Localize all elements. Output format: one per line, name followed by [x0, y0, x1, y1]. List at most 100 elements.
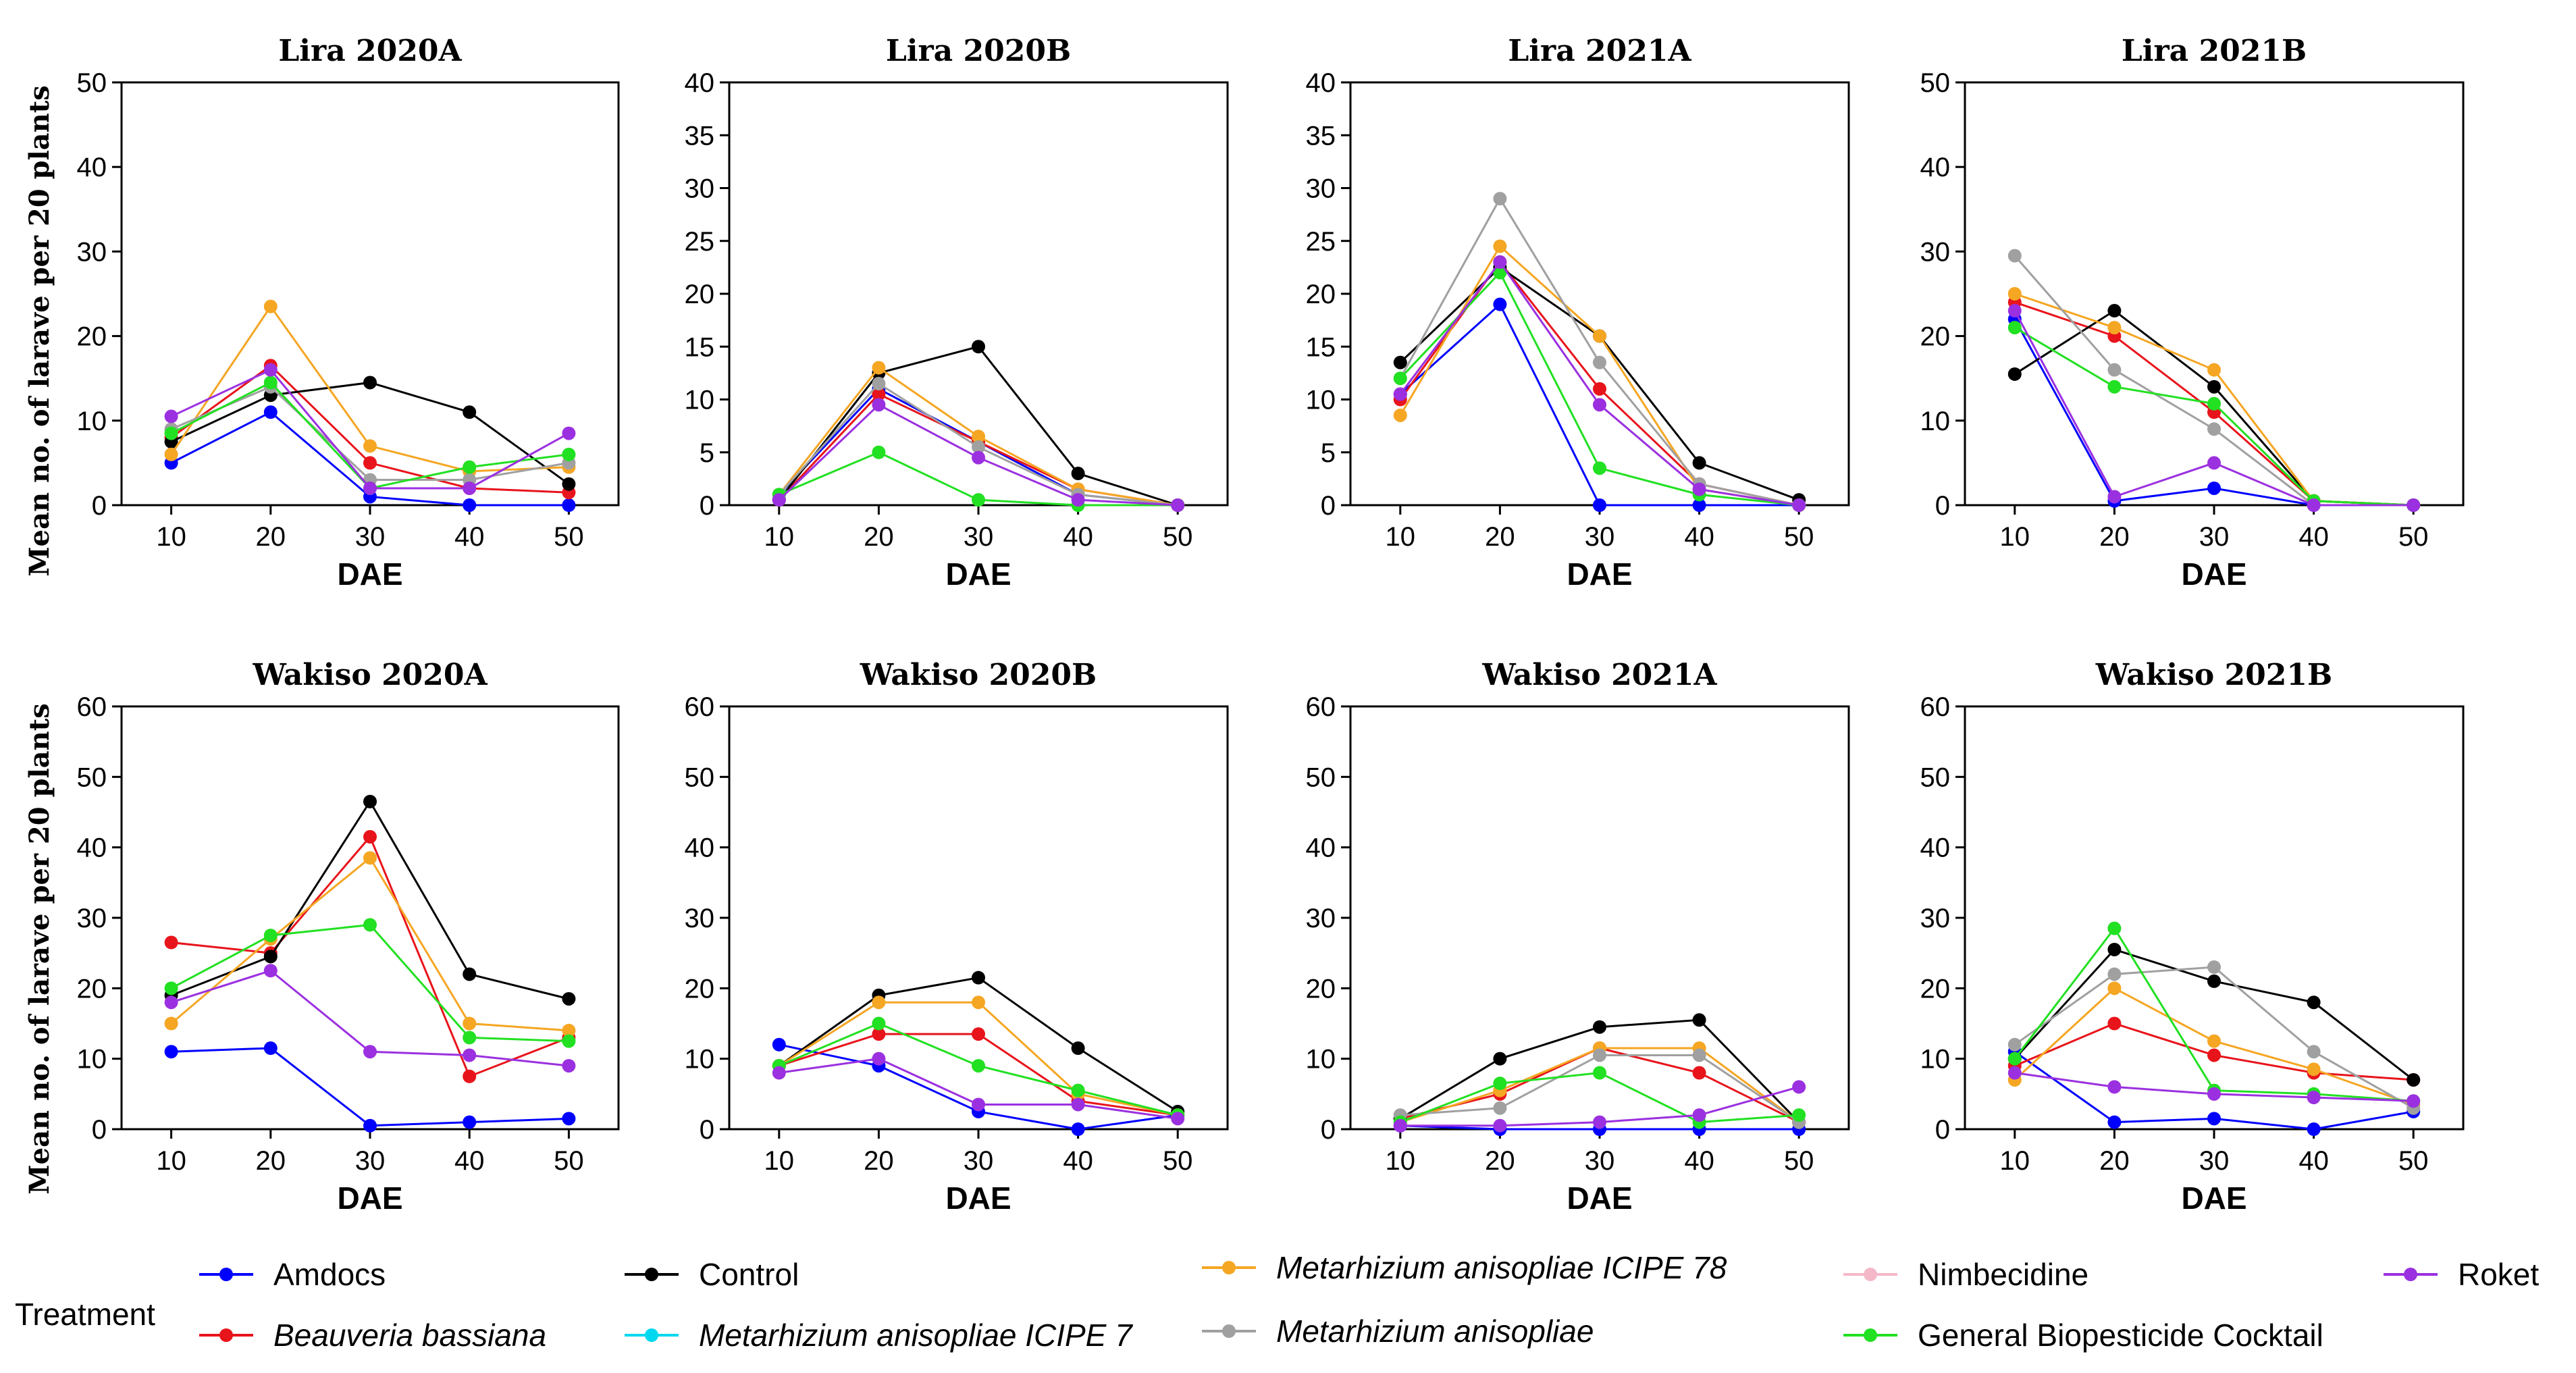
data-point — [263, 375, 278, 390]
x-tick-label: 50 — [2398, 1146, 2429, 1176]
x-tick-label: 40 — [1684, 522, 1714, 552]
data-point — [562, 1034, 576, 1048]
legend-label: Metarhizium anisopliae ICIPE 78 — [1276, 1250, 1727, 1285]
x-tick-label: 30 — [355, 522, 386, 552]
x-tick-label: 50 — [554, 1146, 584, 1176]
data-point — [872, 398, 886, 412]
data-point — [2307, 1062, 2321, 1077]
x-tick-label: 10 — [156, 1146, 186, 1176]
data-point — [772, 1066, 786, 1080]
y-tick-label: 10 — [1306, 386, 1336, 415]
data-point — [2007, 249, 2022, 263]
series-roket — [2007, 304, 2421, 512]
y-tick-label: 30 — [77, 237, 107, 267]
y-tick-label: 25 — [1306, 227, 1336, 257]
data-point — [2207, 422, 2221, 436]
data-point — [1493, 1101, 1507, 1115]
chart-panel-lira-2020b: Lira 2020B 0 5 10 15 20 25 30 35 40 10 20 30 40 50 DAE — [685, 34, 1229, 592]
data-point — [1593, 461, 1606, 475]
x-tick-label: 40 — [454, 1146, 485, 1176]
y-tick-label: 0 — [1321, 491, 1336, 521]
data-point — [1692, 456, 1706, 470]
series-metarhizium-anisopliae — [772, 377, 1185, 512]
data-point — [972, 1027, 985, 1041]
y-tick-label: 20 — [1306, 280, 1336, 309]
data-point — [1071, 1097, 1085, 1112]
x-tick-label: 20 — [1485, 522, 1515, 552]
y-tick-label: 30 — [685, 904, 715, 933]
x-axis-label: DAE — [2181, 556, 2246, 592]
x-axis-label: DAE — [337, 556, 402, 592]
x-tick-label: 10 — [764, 1146, 795, 1176]
series-line — [1399, 197, 1799, 507]
y-axis-label-top: Mean no. of larave per 20 plants — [24, 85, 55, 576]
data-point — [2307, 1091, 2321, 1105]
data-point — [1171, 1112, 1185, 1126]
data-point — [872, 377, 886, 391]
legend-label: Nimbecidine — [1918, 1257, 2088, 1292]
series-line — [778, 345, 1178, 507]
plot-frame — [120, 705, 620, 1131]
data-point — [2207, 396, 2221, 411]
y-tick-label: 20 — [1306, 974, 1336, 1004]
data-point — [2207, 1087, 2221, 1101]
data-point — [2207, 481, 2221, 495]
data-point — [2107, 363, 2122, 377]
x-tick-label: 20 — [864, 522, 894, 552]
y-tick-label: 25 — [685, 227, 715, 257]
legend-item-metarhizium-anisopliae-icipe-78: Metarhizium anisopliae ICIPE 78 — [1202, 1250, 1727, 1285]
data-point — [164, 981, 178, 995]
y-tick-label: 40 — [77, 153, 107, 182]
x-axis-label: DAE — [1567, 1181, 1632, 1216]
data-point — [463, 967, 477, 981]
y-tick-label: 60 — [1920, 692, 1951, 722]
legend-swatch-point — [1222, 1324, 1236, 1338]
data-point — [1493, 265, 1507, 280]
data-point — [562, 426, 576, 440]
data-point — [2207, 960, 2221, 975]
data-point — [2007, 1066, 2022, 1080]
series-roket — [1393, 1080, 1806, 1133]
y-tick-label: 5 — [1321, 438, 1336, 468]
series-roket — [772, 398, 1185, 512]
data-point — [872, 1027, 886, 1041]
data-point — [164, 426, 178, 440]
y-tick-label: 15 — [685, 332, 715, 362]
legend-item-beauveria-bassiana: Beauveria bassiana — [199, 1318, 546, 1353]
data-point — [2307, 1122, 2321, 1136]
data-point — [2307, 995, 2321, 1010]
legend-label: Metarhizium anisopliae ICIPE 7 — [699, 1318, 1133, 1353]
y-tick-label: 40 — [685, 833, 715, 863]
data-point — [1792, 498, 1806, 512]
series-amdocs — [772, 1037, 1185, 1136]
data-point — [363, 481, 377, 495]
chart-panel-wakiso-2021a: Wakiso 2021A 0 10 20 30 40 50 60 10 20 30 40 50 DAE — [1306, 658, 1850, 1216]
y-tick-label: 30 — [1920, 237, 1951, 267]
legend-item-control: Control — [625, 1257, 799, 1292]
data-point — [2107, 981, 2122, 995]
data-point — [2307, 498, 2321, 512]
data-point — [2107, 921, 2122, 935]
legend-label: General Biopesticide Cocktail — [1918, 1318, 2323, 1353]
data-point — [2107, 304, 2122, 318]
data-point — [363, 830, 377, 844]
data-point — [872, 361, 886, 375]
data-point — [363, 851, 377, 865]
series-line — [170, 856, 569, 1032]
data-point — [164, 1045, 178, 1059]
data-point — [2207, 363, 2221, 377]
data-point — [363, 918, 377, 932]
data-point — [1393, 355, 1407, 369]
data-point — [972, 340, 985, 354]
data-point — [2207, 1048, 2221, 1062]
y-tick-label: 10 — [77, 1045, 107, 1074]
data-point — [2307, 1045, 2321, 1059]
data-point — [1493, 297, 1507, 311]
data-point — [363, 375, 377, 390]
y-tick-label: 0 — [1935, 1115, 1950, 1145]
series-amdocs — [164, 1041, 576, 1133]
data-point — [263, 950, 278, 964]
panel-title: Lira 2020B — [886, 34, 1071, 68]
data-point — [164, 409, 178, 423]
data-point — [1692, 1066, 1706, 1080]
